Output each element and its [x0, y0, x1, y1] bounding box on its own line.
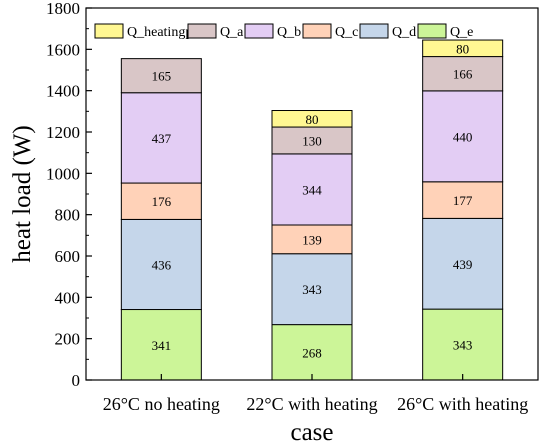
legend-label: Q_d — [392, 25, 416, 40]
bar-segment-q-heatingpad — [271, 110, 353, 128]
legend-label: Q_heatingpad — [127, 25, 206, 40]
x-tick-label: 26°C with heating — [397, 394, 528, 414]
y-axis: 0 200 400 600 800 1000 1200 1400 1600 1800 — [46, 0, 92, 390]
bar-segment-q-b — [120, 92, 202, 184]
legend-swatch — [359, 23, 389, 39]
legend-swatch — [417, 23, 447, 39]
bar-segment-q-c — [422, 181, 504, 219]
bar-segment-q-b — [422, 90, 504, 183]
y-tick-label: 200 — [55, 330, 81, 349]
data-label: 343 — [302, 282, 322, 297]
y-tick-label: 1200 — [46, 123, 80, 142]
legend-swatch — [302, 23, 332, 39]
data-label: 139 — [302, 232, 322, 247]
legend-item: Q_b — [244, 23, 301, 40]
data-label: 343 — [453, 338, 473, 353]
x-axis: 26°C no heating 22°C with heating 26°C wit… — [103, 374, 528, 414]
y-tick-label: 800 — [55, 206, 81, 225]
data-label: 80 — [306, 112, 319, 127]
bar-segment-q-e — [271, 324, 353, 381]
bar-segment-q-a — [422, 56, 504, 92]
legend-swatch — [187, 23, 217, 39]
y-tick-label: 1800 — [46, 0, 80, 18]
data-label: 80 — [456, 41, 469, 56]
legend-item: Q_d — [359, 23, 416, 40]
bar-segment-q-d — [422, 217, 504, 310]
bar-segment-q-a — [271, 126, 353, 155]
legend-label: Q_a — [220, 25, 244, 40]
legend-item: Q_e — [417, 23, 473, 40]
legend-item: Q_c — [302, 23, 358, 40]
x-axis-title: case — [290, 419, 333, 445]
bars-layer: 341 436 176 437 165 268 343 139 344 130 80 343 439 17… — [120, 39, 504, 381]
y-tick-label: 0 — [72, 371, 81, 390]
data-label: 166 — [453, 67, 473, 82]
data-label: 176 — [152, 194, 172, 209]
y-tick-label: 1000 — [46, 164, 80, 183]
y-tick-label: 1400 — [46, 82, 80, 101]
bar-segment-q-heatingpad — [422, 39, 504, 58]
legend-label: Q_c — [335, 25, 358, 40]
data-label: 437 — [152, 131, 172, 146]
data-label: 165 — [152, 69, 172, 84]
legend-item: Q_a — [187, 23, 244, 40]
y-axis-title: heat load (W) — [9, 125, 36, 262]
bar-segment-q-d — [271, 253, 353, 326]
data-label: 268 — [302, 345, 322, 360]
data-label: 177 — [453, 193, 473, 208]
data-label: 439 — [453, 257, 473, 272]
legend-item: Q_heatingpad — [94, 23, 206, 40]
x-tick-label: 22°C with heating — [246, 394, 377, 414]
data-label: 344 — [302, 182, 322, 197]
legend-swatch — [244, 23, 274, 39]
data-label: 436 — [152, 257, 172, 272]
data-label: 341 — [152, 338, 172, 353]
bar-segment-q-b — [271, 153, 353, 226]
legend: Q_heatingpad Q_a Q_b Q_c Q_d Q_e — [94, 23, 473, 40]
data-label: 440 — [453, 129, 473, 144]
bar-segment-q-e — [120, 309, 202, 381]
bar-segment-q-a — [120, 58, 202, 94]
bar-segment-q-c — [271, 224, 353, 255]
legend-label: Q_e — [450, 25, 473, 40]
y-tick-label: 400 — [55, 288, 81, 307]
y-tick-label: 600 — [55, 247, 81, 266]
x-tick-label: 26°C no heating — [103, 394, 220, 414]
legend-label: Q_b — [277, 25, 301, 40]
bar-segment-q-d — [120, 218, 202, 311]
legend-swatch — [94, 23, 124, 39]
data-label: 130 — [302, 133, 322, 148]
y-tick-label: 1600 — [46, 40, 80, 59]
